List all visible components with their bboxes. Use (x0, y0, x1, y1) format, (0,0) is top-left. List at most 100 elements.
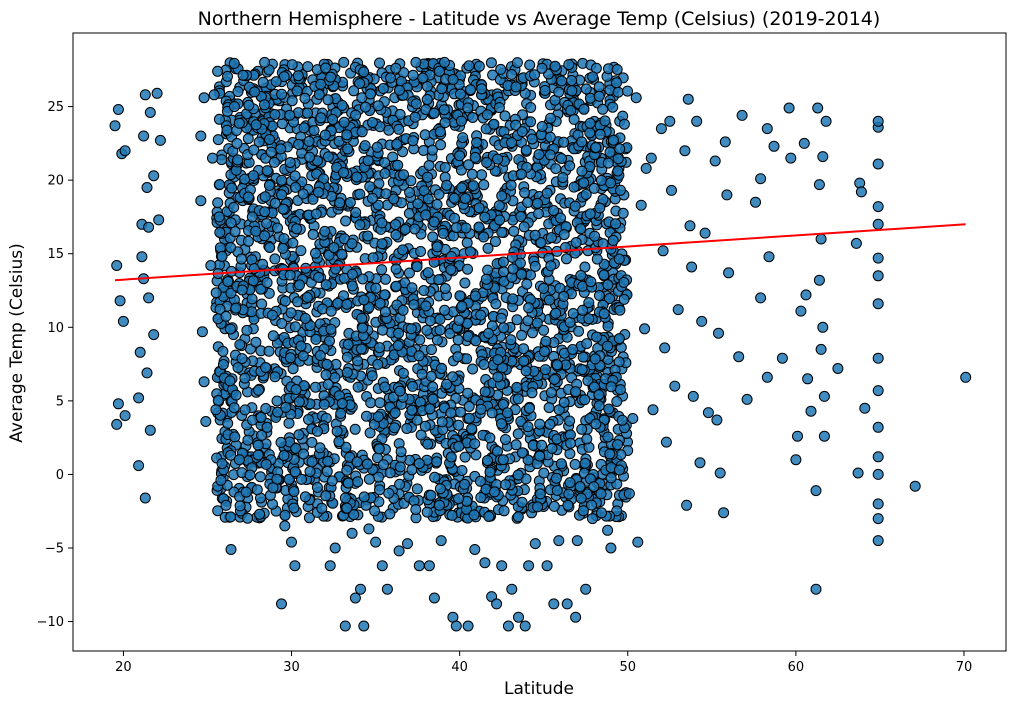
data-point (402, 538, 413, 550)
data-point (492, 371, 504, 383)
data-point (151, 87, 163, 99)
data-point (341, 351, 353, 363)
data-point (431, 241, 443, 253)
data-point (225, 449, 237, 461)
data-point (468, 509, 480, 521)
data-point (447, 74, 459, 85)
data-point (718, 507, 730, 519)
data-point (293, 396, 305, 408)
data-point (593, 290, 605, 301)
data-point (434, 483, 446, 495)
data-point (453, 493, 465, 505)
data-point (284, 109, 296, 121)
data-point (216, 250, 228, 262)
data-point (293, 138, 305, 150)
data-point (576, 136, 588, 148)
data-point (228, 201, 240, 213)
data-point (818, 430, 830, 442)
data-point (408, 299, 420, 311)
data-point (602, 431, 614, 443)
data-point (580, 583, 592, 595)
data-point (598, 269, 610, 281)
data-point (312, 186, 324, 198)
data-point (288, 502, 300, 514)
data-point (550, 472, 562, 484)
data-point (605, 381, 617, 393)
data-point (259, 230, 271, 242)
data-point (425, 489, 437, 501)
x-tick-label: 20 (115, 660, 132, 675)
data-point (376, 264, 388, 276)
data-point (394, 478, 406, 490)
data-point (561, 598, 573, 610)
data-point (584, 127, 596, 139)
data-point (358, 66, 370, 78)
x-tick-label: 70 (956, 660, 973, 675)
data-point (295, 340, 307, 352)
data-point (514, 257, 526, 269)
data-point (534, 418, 546, 430)
data-point (236, 353, 248, 365)
data-point (511, 314, 523, 326)
data-point (409, 111, 421, 123)
chart-title: Northern Hemisphere - Latitude vs Averag… (198, 8, 881, 30)
data-point (433, 188, 445, 200)
data-point (389, 422, 400, 434)
data-point (872, 201, 884, 213)
data-point (352, 355, 364, 367)
data-point (338, 167, 349, 179)
data-point (269, 371, 281, 383)
data-point (297, 188, 309, 200)
data-point (393, 545, 405, 557)
data-point (569, 200, 581, 212)
data-point (433, 274, 445, 286)
data-point (469, 438, 481, 450)
data-point (755, 292, 767, 304)
data-point (872, 468, 884, 480)
data-point (666, 184, 677, 196)
data-point (225, 544, 237, 555)
data-point (393, 327, 404, 339)
data-point (290, 384, 302, 395)
data-point (588, 481, 600, 493)
data-point (267, 482, 279, 494)
data-point (524, 59, 536, 71)
data-point (359, 140, 371, 152)
data-point (585, 276, 597, 288)
data-point (531, 317, 543, 329)
data-point (859, 402, 871, 414)
data-point (229, 431, 241, 443)
data-point (407, 69, 419, 81)
data-point (453, 314, 465, 326)
data-point (299, 491, 311, 503)
data-point (247, 170, 259, 182)
data-point (296, 473, 307, 485)
data-point (613, 253, 625, 265)
data-point (519, 187, 531, 199)
data-point (505, 179, 517, 191)
data-point (270, 76, 282, 88)
data-point (578, 177, 590, 189)
data-point (246, 293, 258, 305)
data-point (243, 99, 255, 111)
data-point (399, 224, 411, 235)
data-point (485, 57, 497, 69)
data-point (311, 481, 323, 493)
data-point (558, 229, 570, 241)
data-point (384, 508, 396, 520)
data-point (450, 620, 462, 632)
data-point (459, 478, 470, 490)
data-point (250, 336, 262, 348)
plot-area (72, 32, 1007, 652)
data-point (214, 179, 226, 190)
data-point (320, 369, 332, 381)
data-point (805, 405, 817, 417)
data-point (294, 279, 305, 291)
data-point (212, 394, 224, 406)
data-point (563, 488, 575, 500)
data-point (500, 479, 511, 491)
data-point (111, 418, 123, 430)
data-point (298, 448, 309, 460)
data-point (326, 475, 338, 487)
data-point (222, 276, 234, 287)
